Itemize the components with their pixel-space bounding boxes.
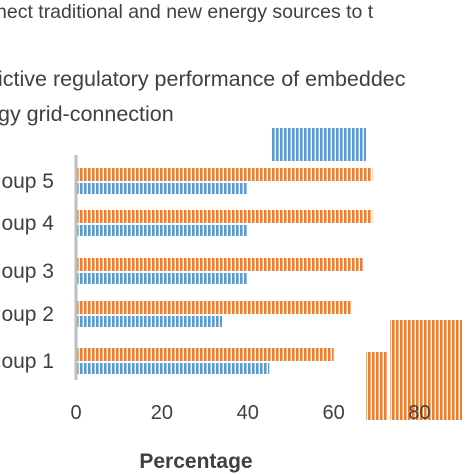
category-label-5: oup 5	[1, 170, 54, 193]
legend-swatch-orange-2	[366, 352, 388, 420]
x-tick-0: 0	[70, 402, 81, 424]
bar-orange-3	[77, 258, 364, 271]
bar-orange-4	[77, 210, 373, 223]
legend-swatch-orange	[390, 320, 462, 420]
x-tick-40: 40	[237, 402, 259, 424]
x-tick-labels: 0 20 40 60 80	[70, 402, 430, 424]
legend-swatch-blue	[271, 128, 366, 161]
x-axis-label: Percentage	[139, 450, 252, 473]
category-label-4: oup 4	[1, 212, 54, 235]
bars-layer	[77, 168, 373, 374]
category-labels: oup 1 oup 2 oup 3 oup 4 oup 5	[1, 170, 54, 373]
category-label-2: oup 2	[1, 303, 54, 326]
x-tick-60: 60	[323, 402, 345, 424]
legend	[271, 128, 462, 420]
bar-blue-5	[77, 183, 248, 194]
bar-blue-4	[77, 225, 248, 236]
bar-blue-1	[77, 363, 270, 374]
category-label-3: oup 3	[1, 260, 54, 283]
chart-subtitle-line-2: gy grid-connection	[0, 102, 174, 126]
bar-orange-5	[77, 168, 373, 181]
bar-blue-3	[77, 273, 248, 284]
x-tick-80: 80	[408, 402, 430, 424]
x-tick-20: 20	[151, 402, 173, 424]
bar-blue-2	[77, 316, 222, 327]
bar-orange-1	[77, 348, 334, 361]
chart-header-line: nect traditional and new energy sources …	[0, 1, 374, 23]
category-label-1: oup 1	[1, 350, 54, 373]
bar-orange-2	[77, 301, 351, 314]
chart-subtitle-line-1: ictive regulatory performance of embedde…	[0, 67, 406, 91]
